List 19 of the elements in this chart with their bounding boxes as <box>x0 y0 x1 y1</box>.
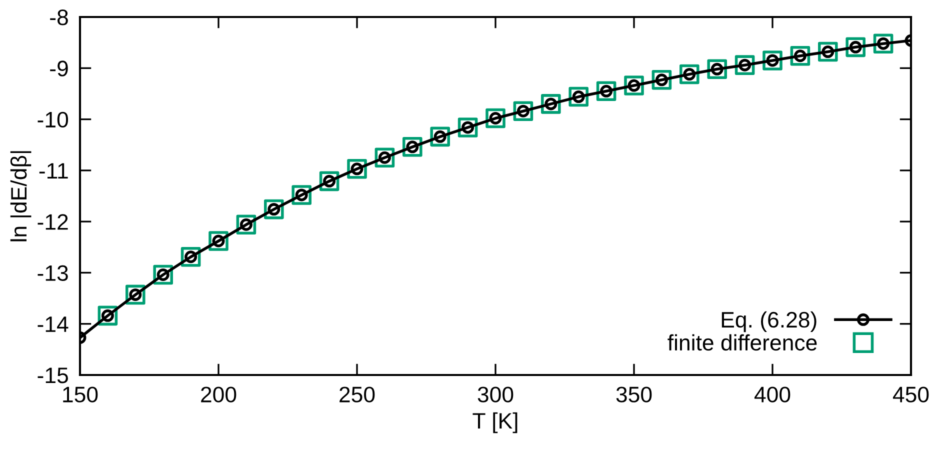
x-axis-title: T [K] <box>472 412 518 434</box>
x-tick-label: 250 <box>340 386 375 402</box>
y-tick-label: -13 <box>38 265 68 281</box>
x-tick-label: 450 <box>892 386 929 402</box>
y-tick-label: -8 <box>50 10 68 26</box>
y-tick-label: -15 <box>38 368 68 384</box>
x-tick-label: 200 <box>201 386 236 402</box>
x-tick-label: 350 <box>616 386 652 402</box>
legend-label: finite difference <box>668 334 817 351</box>
x-tick-label: 400 <box>754 386 790 402</box>
y-axis-title: ln |dE/dβ| <box>10 151 32 242</box>
y-tick-label: -14 <box>38 316 68 332</box>
x-tick-label: 150 <box>63 386 98 402</box>
legend-label: Eq. (6.28) <box>722 311 816 332</box>
y-tick-label: -11 <box>39 163 68 178</box>
y-tick-label: -12 <box>38 214 68 230</box>
y-tick-label: -10 <box>38 112 68 128</box>
x-tick-label: 300 <box>478 386 514 402</box>
y-tick-label: -9 <box>50 60 68 76</box>
